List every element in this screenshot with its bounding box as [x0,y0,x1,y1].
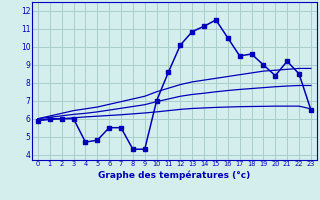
X-axis label: Graphe des températures (°c): Graphe des températures (°c) [98,170,251,180]
